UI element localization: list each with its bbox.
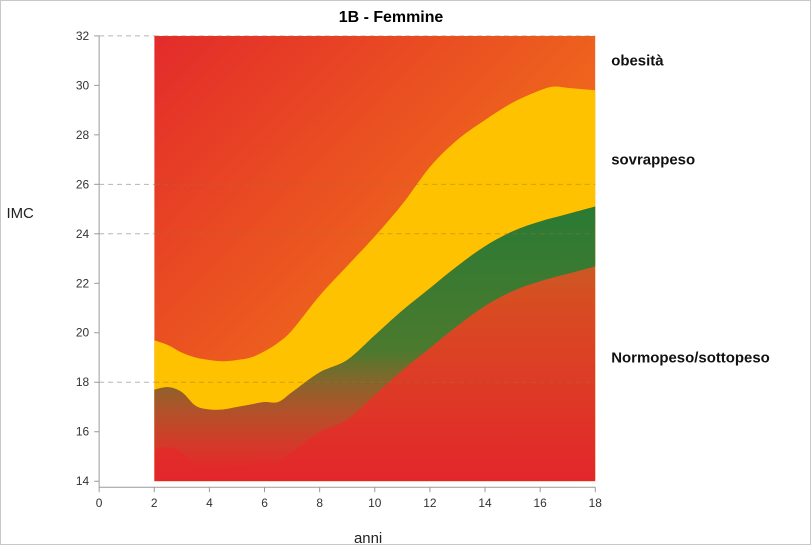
- y-tick-label: 16: [76, 425, 90, 439]
- y-tick-label: 18: [76, 375, 90, 389]
- reference-lines-overlay: [154, 35, 596, 383]
- y-tick-label: 30: [76, 78, 90, 92]
- y-tick-label: 24: [76, 227, 90, 241]
- x-tick-label: 4: [206, 496, 213, 510]
- zone-label: sovrappeso: [611, 152, 695, 169]
- x-tick-label: 6: [261, 496, 268, 510]
- x-tick-label: 16: [534, 496, 548, 510]
- chart-title: 1B - Femmine: [339, 9, 444, 26]
- zone-label: obesità: [611, 53, 664, 70]
- y-tick-label: 28: [76, 128, 90, 142]
- x-tick-label: 10: [368, 496, 382, 510]
- y-tick-label: 14: [76, 474, 90, 488]
- y-tick-label: 26: [76, 177, 90, 191]
- normal-weight-band: [154, 206, 596, 470]
- x-tick-label: 18: [589, 496, 603, 510]
- x-axis-label: anni: [354, 530, 382, 545]
- reference-lines: [99, 35, 155, 383]
- y-axis-label: IMC: [6, 205, 34, 222]
- x-tick-label: 8: [316, 496, 323, 510]
- x-tick-label: 0: [96, 496, 103, 510]
- zone-label: Normopeso/sottopeso: [611, 350, 770, 367]
- y-tick-label: 20: [76, 326, 90, 340]
- zone-labels: obesità sovrappeso Normopeso/sottopeso: [611, 53, 770, 367]
- plot-area: [154, 35, 596, 482]
- x-tick-label: 12: [423, 496, 437, 510]
- y-tick-label: 32: [76, 29, 90, 43]
- y-tick-label: 22: [76, 276, 90, 290]
- x-tick-label: 2: [151, 496, 158, 510]
- x-ticks: 0 2 4 6 8 10 12 14 16 18: [96, 487, 602, 510]
- y-ticks: 14 16 18 20 22 24 26 28 30 32: [76, 29, 100, 488]
- x-tick-label: 14: [478, 496, 492, 510]
